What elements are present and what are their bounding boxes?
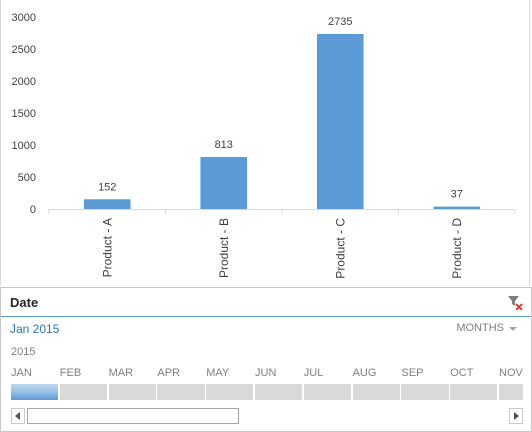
month-label-sep: SEP xyxy=(401,367,424,379)
month-cell-jun[interactable] xyxy=(255,384,303,400)
month-cell-jul[interactable] xyxy=(303,384,351,400)
data-label: 152 xyxy=(98,181,116,193)
data-label: 2735 xyxy=(328,16,352,28)
chart-svg: 0 500 1000 1500 2000 2500 3000 152 Product - A 81… xyxy=(12,12,516,279)
month-label-mar: MAR xyxy=(108,367,134,379)
month-label-jun: JUN xyxy=(255,367,277,379)
y-tick-label: 0 xyxy=(30,204,36,216)
timeline-scrollbar[interactable] xyxy=(11,408,523,424)
chevron-down-icon xyxy=(509,326,517,331)
month-cell-jan[interactable] xyxy=(11,384,59,400)
timeline-track[interactable] xyxy=(11,384,523,400)
month-cell-aug[interactable] xyxy=(352,384,400,400)
product-bar-chart: 0 500 1000 1500 2000 2500 3000 152 Product - A 81… xyxy=(0,0,530,286)
data-label: 813 xyxy=(215,139,233,151)
x-tick-label: Product - D xyxy=(450,218,464,279)
scroll-thumb[interactable] xyxy=(27,408,239,424)
timeline-selection-label: Jan 2015 xyxy=(10,322,60,336)
time-level-label: MONTHS xyxy=(456,322,504,334)
timeline-title: Date xyxy=(10,295,39,310)
month-cell-nov[interactable] xyxy=(499,384,523,400)
month-cell-feb[interactable] xyxy=(59,384,107,400)
bar-3 xyxy=(316,33,364,210)
y-tick-label: 2500 xyxy=(12,44,36,56)
month-label-apr: APR xyxy=(157,367,181,379)
x-tick-label: Product - B xyxy=(217,218,231,278)
scroll-left-button[interactable] xyxy=(11,408,25,424)
y-tick-label: 3000 xyxy=(12,12,36,24)
y-tick-label: 500 xyxy=(18,172,36,184)
month-cell-sep[interactable] xyxy=(401,384,449,400)
timeline-year-label: 2015 xyxy=(11,346,36,358)
month-label-may: MAY xyxy=(206,367,230,379)
bar-1 xyxy=(83,199,131,209)
data-label: 37 xyxy=(451,189,463,201)
filter-clear-icon[interactable] xyxy=(507,294,523,310)
month-label-feb: FEB xyxy=(59,367,82,379)
month-label-aug: AUG xyxy=(352,367,377,379)
scroll-right-button[interactable] xyxy=(509,408,523,424)
x-tick-label: Product - C xyxy=(333,218,347,279)
month-label-oct: OCT xyxy=(450,367,474,379)
arrow-right-icon xyxy=(514,412,519,420)
y-tick-label: 2000 xyxy=(12,76,36,88)
month-cell-oct[interactable] xyxy=(450,384,498,400)
month-cell-apr[interactable] xyxy=(157,384,205,400)
y-tick-label: 1000 xyxy=(12,140,36,152)
month-cell-mar[interactable] xyxy=(108,384,156,400)
month-label-jul: JUL xyxy=(303,367,324,379)
month-cell-may[interactable] xyxy=(206,384,254,400)
month-label-jan: JAN xyxy=(11,367,32,379)
month-label-nov: NOV xyxy=(499,367,523,379)
timeline-header: Date xyxy=(1,288,531,317)
bar-4 xyxy=(433,206,481,209)
time-level-dropdown[interactable]: MONTHS xyxy=(456,322,517,334)
y-tick-label: 1500 xyxy=(12,108,36,120)
arrow-left-icon xyxy=(15,412,20,420)
x-tick-label: Product - A xyxy=(100,218,114,277)
date-timeline-slicer[interactable]: Date Jan 2015 MONTHS 2015 JAN FEB MAR APR MA… xyxy=(0,287,532,432)
month-labels: JAN FEB MAR APR MAY JUN JUL AUG SEP OCT NOV xyxy=(11,367,523,381)
bar-2 xyxy=(200,156,248,209)
